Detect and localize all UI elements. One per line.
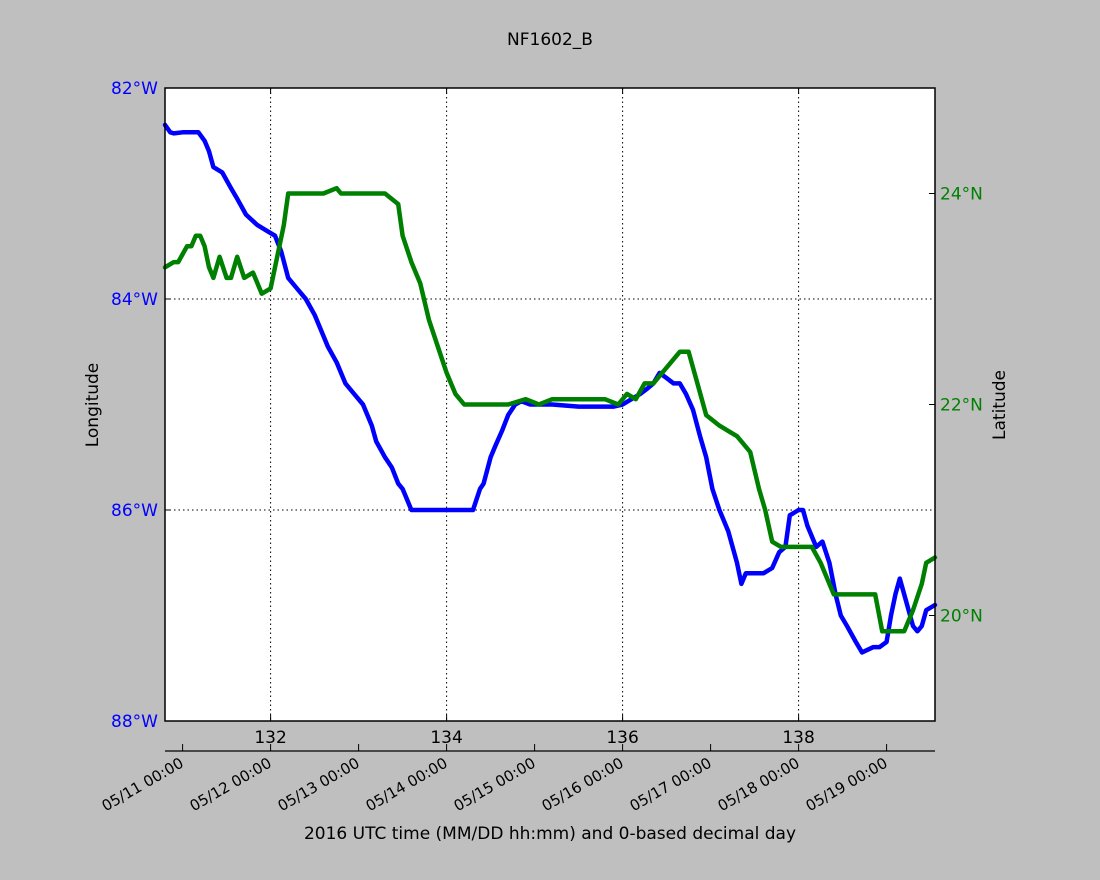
right-y-tick-label: 22°N [940, 396, 983, 416]
right-y-axis-label: Latitude [990, 370, 1010, 440]
left-y-tick-label: 88°W [111, 712, 158, 732]
x-axis-label: 2016 UTC time (MM/DD hh:mm) and 0-based … [304, 824, 796, 844]
left-y-tick-label: 84°W [111, 290, 158, 310]
series-lines [162, 122, 938, 655]
x-tick-label: 134 [430, 728, 462, 748]
right-y-tick-label: 20°N [940, 607, 983, 627]
left-y-tick-label: 86°W [111, 501, 158, 521]
x-tick-label: 132 [254, 728, 286, 748]
x-tick-label: 138 [782, 728, 814, 748]
right-y-tick-label: 24°N [940, 185, 983, 205]
x-tick-label: 136 [606, 728, 638, 748]
latitude-series-line [162, 185, 938, 634]
left-y-tick-label: 82°W [111, 79, 158, 99]
chart-title: NF1602_B [507, 30, 593, 50]
left-y-axis-label: Longitude [83, 363, 103, 448]
